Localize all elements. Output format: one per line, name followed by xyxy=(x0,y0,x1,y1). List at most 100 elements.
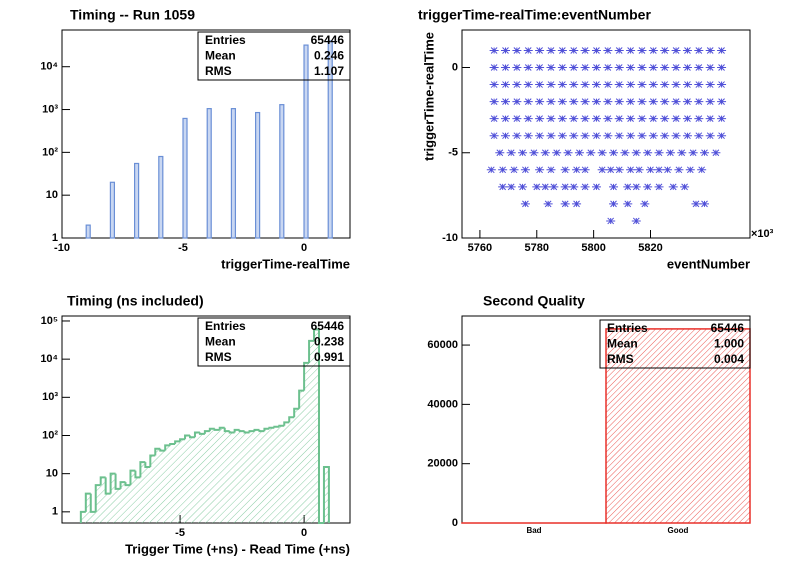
x-tick-label: Bad xyxy=(526,526,541,535)
point xyxy=(546,98,556,105)
bin-fill xyxy=(175,441,181,523)
bin-outline xyxy=(164,444,171,451)
bin-fill xyxy=(110,473,116,523)
point xyxy=(580,166,590,174)
point xyxy=(674,166,684,174)
y-tick-label: 10² xyxy=(42,146,58,158)
point xyxy=(614,132,624,140)
bin-outline xyxy=(203,430,210,434)
bar xyxy=(327,40,333,239)
bin-outline xyxy=(313,328,319,341)
point xyxy=(509,166,519,174)
point xyxy=(705,64,715,71)
point xyxy=(569,132,579,140)
point xyxy=(626,166,636,174)
x-tick-label: -5 xyxy=(178,242,188,254)
point xyxy=(498,183,508,191)
point xyxy=(623,200,633,208)
point xyxy=(671,132,681,140)
point xyxy=(614,166,624,174)
stat-value: 65446 xyxy=(311,319,345,333)
point xyxy=(663,166,673,174)
bin-outline xyxy=(303,361,310,391)
bin-outline xyxy=(79,510,86,523)
bin-fill xyxy=(204,431,210,523)
point xyxy=(637,81,647,88)
bin-outline xyxy=(114,473,121,490)
bin-outline xyxy=(84,492,91,512)
point xyxy=(560,166,570,174)
bin-fill xyxy=(269,427,275,523)
point xyxy=(654,183,664,191)
point xyxy=(648,47,658,54)
bin-outline xyxy=(278,424,285,427)
bar xyxy=(255,111,261,239)
point xyxy=(717,47,727,54)
bin-fill xyxy=(254,429,260,523)
point xyxy=(682,64,692,71)
bin-outline xyxy=(223,427,230,433)
y-tick-label: 10³ xyxy=(42,391,58,403)
point xyxy=(682,132,692,140)
point xyxy=(603,81,613,88)
point xyxy=(671,47,681,54)
point xyxy=(668,183,678,191)
point xyxy=(660,132,670,140)
point xyxy=(643,149,653,157)
point xyxy=(557,98,567,105)
point xyxy=(614,64,624,71)
point xyxy=(489,81,499,88)
bin-outline xyxy=(174,440,181,444)
bin-fill xyxy=(244,432,250,523)
point xyxy=(671,64,681,71)
bin-fill xyxy=(209,428,215,523)
point xyxy=(523,64,533,71)
x-tick-label: 5780 xyxy=(525,242,549,254)
point xyxy=(614,98,624,105)
stat-value: 0.246 xyxy=(314,49,344,63)
bin-outline xyxy=(109,472,116,494)
bin-outline xyxy=(308,339,315,363)
point xyxy=(580,115,590,123)
bin-fill xyxy=(160,450,166,523)
point xyxy=(597,149,607,157)
bin-outline xyxy=(129,469,136,486)
bar xyxy=(109,181,116,239)
y-tick-label: 60000 xyxy=(427,339,458,351)
bin-fill xyxy=(314,329,319,523)
bin-fill xyxy=(155,448,161,523)
point xyxy=(626,132,636,140)
bin-fill xyxy=(234,429,240,523)
bar xyxy=(279,104,285,239)
y-tick-label: 0 xyxy=(452,61,458,73)
point xyxy=(643,183,653,191)
point xyxy=(580,81,590,88)
bin-outline xyxy=(159,448,166,452)
point xyxy=(694,98,704,105)
point xyxy=(580,183,590,191)
plot-frame xyxy=(461,29,751,239)
bin-fill xyxy=(199,433,205,523)
point xyxy=(546,47,556,54)
point xyxy=(660,98,670,105)
point xyxy=(535,132,545,140)
bin-fill xyxy=(264,428,270,523)
y-tick-label: 10 xyxy=(46,189,58,201)
point xyxy=(580,132,590,140)
point xyxy=(500,132,510,140)
point xyxy=(557,81,567,88)
bar xyxy=(182,117,188,239)
point xyxy=(614,115,624,123)
point xyxy=(591,115,601,123)
bin-fill xyxy=(239,431,245,523)
bar xyxy=(303,44,309,239)
bin-fill xyxy=(170,443,176,523)
bin-fill xyxy=(259,431,265,523)
bin-outline xyxy=(322,465,330,523)
point xyxy=(597,166,607,174)
point xyxy=(498,166,508,174)
bin-outline xyxy=(149,454,156,467)
bin-fill xyxy=(214,429,220,523)
x-tick-label: -5 xyxy=(175,527,185,539)
